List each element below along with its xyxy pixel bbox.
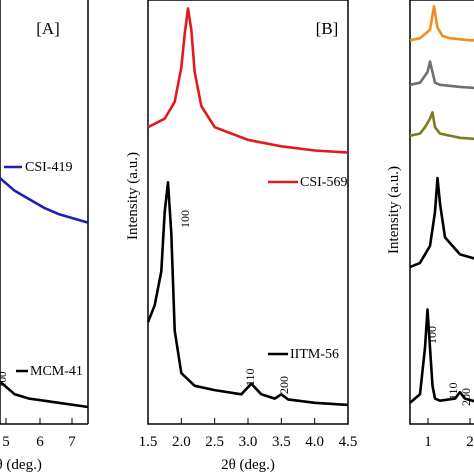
- panel-a-x-ticks: 5 6 7: [2, 418, 76, 450]
- panel-b-series: [146, 7, 349, 407]
- legend-label-csi-569: CSI-569: [300, 175, 347, 190]
- panel-c-x-ticks: 1 2: [424, 418, 474, 450]
- legend-label-mcm-41: MCM-41: [30, 364, 83, 379]
- panel-b-x-ticks: 1.5 2.0 2.5 3.0 3.5 4.0 4.5: [139, 418, 358, 450]
- panel-a-legend: CSI-419 MCM-41 100: [0, 160, 83, 388]
- panel-b-legend: CSI-569 IITM-56: [268, 175, 347, 362]
- panel-b-y-axis-label: Intensity (a.u.): [125, 152, 141, 240]
- series-line-panel2-4: [409, 308, 474, 404]
- panel-c-plot-frame: [409, 0, 474, 425]
- panel-c-y-axis-label: Intensity (a.u.): [386, 166, 402, 254]
- series-line-csi-569: [147, 7, 349, 154]
- panel-c-peak-200: 200: [459, 388, 473, 406]
- panel-b-tick-label: 2.0: [172, 434, 191, 450]
- series-line-panel2-2: [409, 111, 474, 141]
- legend-label-csi-419: CSI-419: [25, 160, 72, 175]
- panel-c-peak-labels: 100 110 200: [425, 326, 473, 406]
- panel-a: [A] CSI-419 MCM-41 100 5 6 7 2θ (deg.): [0, 0, 89, 473]
- panel-c-peak-100: 100: [425, 326, 439, 344]
- series-line-panel2-3: [409, 176, 474, 269]
- panel-b-peak-110: 110: [243, 368, 257, 386]
- legend-label-iitm-56: IITM-56: [290, 347, 339, 362]
- series-line-panel2-0: [409, 5, 474, 42]
- series-line-csi-419: [0, 177, 89, 224]
- panel-b-x-axis-label: 2θ (deg.): [221, 457, 275, 473]
- panel-c-peak-110: 110: [446, 382, 460, 400]
- panel-a-label: [A]: [36, 19, 60, 38]
- panel-b-peak-labels: 100 110 200: [178, 210, 291, 394]
- panel-a-tick-label: 5: [2, 434, 10, 450]
- panel-b-peak-100: 100: [178, 210, 192, 228]
- panel-a-x-axis-label: 2θ (deg.): [0, 457, 42, 473]
- panel-b-label: [B]: [316, 19, 339, 38]
- series-line-mcm-41: [0, 380, 89, 409]
- panel-b-tick-label: 1.5: [139, 434, 158, 450]
- series-line-panel2-1: [409, 60, 474, 90]
- panel-a-series: [0, 177, 89, 409]
- panel-b-tick-label: 3.0: [239, 434, 258, 450]
- panel-c-tick-label: 1: [424, 434, 432, 450]
- panel-a-peak-label: 100: [0, 371, 9, 388]
- panel-b-tick-label: 2.5: [205, 434, 224, 450]
- panel-c: Intensity (a.u.) 100 110 200 1 2: [386, 0, 474, 450]
- panel-a-tick-label: 6: [36, 434, 44, 450]
- panel-b-tick-label: 4.5: [339, 434, 358, 450]
- panel-b-tick-label: 4.0: [305, 434, 324, 450]
- series-line-iitm-56: [146, 181, 349, 407]
- panel-b-peak-200: 200: [277, 376, 291, 394]
- panel-b: [B] Intensity (a.u.) CSI-569 IITM-56 100…: [125, 0, 357, 473]
- panel-c-tick-label: 2: [466, 434, 474, 450]
- panel-b-tick-label: 3.5: [272, 434, 291, 450]
- panel-c-series: [409, 5, 474, 404]
- panel-a-tick-label: 7: [68, 434, 76, 450]
